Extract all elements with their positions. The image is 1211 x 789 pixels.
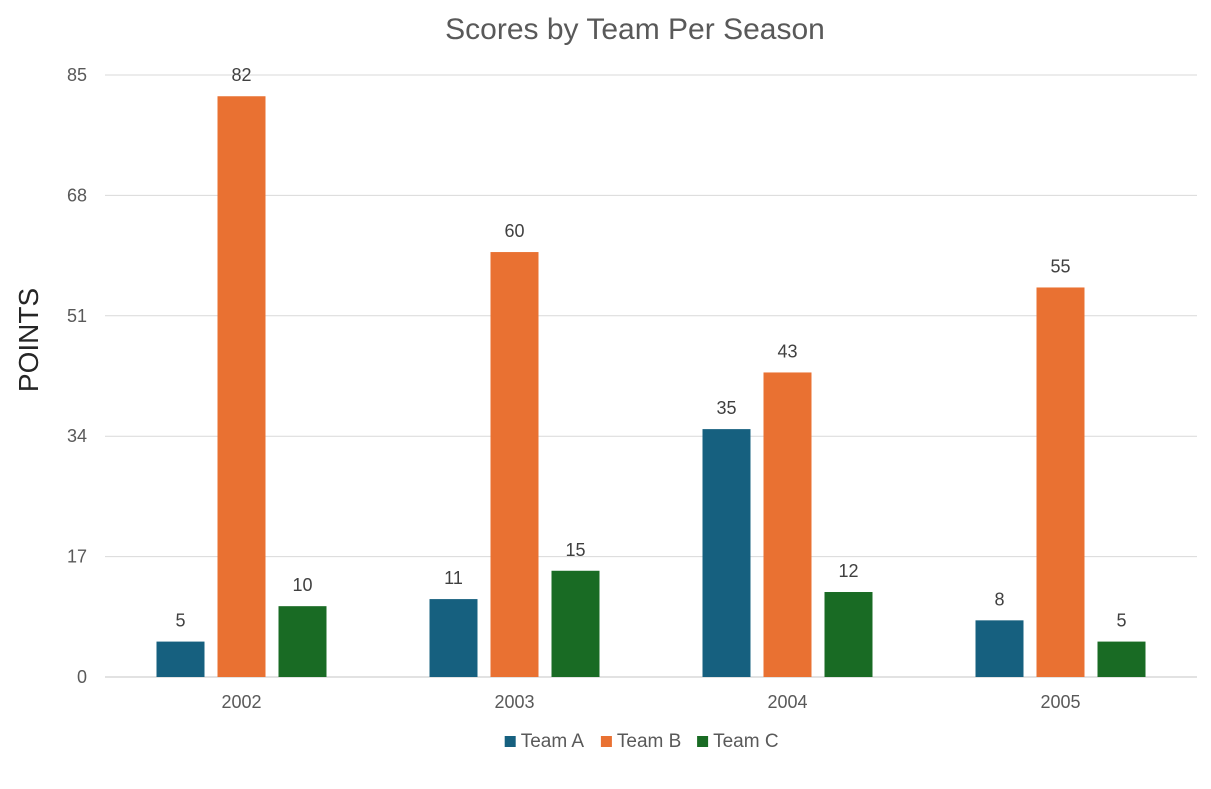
data-label: 5 xyxy=(1116,611,1126,631)
bar-team-b-2003 xyxy=(490,252,539,677)
data-label: 8 xyxy=(994,589,1004,609)
x-tick-label: 2004 xyxy=(767,692,807,712)
bars xyxy=(156,96,1146,677)
x-axis-ticks: 2002 2003 2004 2005 xyxy=(221,692,1080,712)
bar-team-c-2005 xyxy=(1097,641,1146,677)
legend-item-team-c: Team C xyxy=(697,731,779,752)
legend-label: Team C xyxy=(713,731,778,752)
bar-team-c-2004 xyxy=(824,592,873,677)
bar-team-a-2003 xyxy=(429,599,478,677)
y-tick-label: 34 xyxy=(67,426,87,446)
legend: Team A Team B Team C xyxy=(504,731,779,752)
bar-team-b-2002 xyxy=(217,96,266,677)
legend-item-team-b: Team B xyxy=(600,731,681,752)
data-label: 55 xyxy=(1050,256,1070,276)
data-label: 12 xyxy=(838,561,858,581)
data-label: 5 xyxy=(175,611,185,631)
gridlines xyxy=(105,74,1197,678)
data-label: 43 xyxy=(777,341,797,361)
legend-swatch xyxy=(504,736,516,747)
y-tick-label: 51 xyxy=(67,306,87,326)
x-tick-label: 2002 xyxy=(221,692,261,712)
bar-team-c-2003 xyxy=(551,570,600,677)
data-label: 35 xyxy=(716,398,736,418)
y-axis-ticks: 0 17 34 51 68 85 xyxy=(67,65,87,687)
x-tick-label: 2003 xyxy=(494,692,534,712)
data-label: 11 xyxy=(444,568,463,588)
bar-team-b-2005 xyxy=(1036,287,1085,677)
legend-label: Team B xyxy=(617,731,681,752)
x-tick-label: 2005 xyxy=(1040,692,1080,712)
bar-team-a-2005 xyxy=(975,620,1024,677)
bar-team-a-2002 xyxy=(156,641,205,677)
y-axis-title: POINTS xyxy=(13,288,44,392)
data-label: 10 xyxy=(292,575,312,595)
y-tick-label: 0 xyxy=(77,667,87,687)
y-tick-label: 68 xyxy=(67,185,87,205)
bar-team-b-2004 xyxy=(763,372,812,677)
bar-team-a-2004 xyxy=(702,429,751,677)
data-label: 60 xyxy=(504,221,524,241)
y-tick-label: 85 xyxy=(67,65,87,85)
legend-swatch xyxy=(697,736,709,747)
chart-title: Scores by Team Per Season xyxy=(445,13,825,46)
legend-item-team-a: Team A xyxy=(504,731,585,752)
data-label: 15 xyxy=(565,540,585,560)
bar-team-c-2002 xyxy=(278,606,327,677)
legend-swatch xyxy=(600,736,612,747)
y-tick-label: 17 xyxy=(67,547,87,567)
data-label: 82 xyxy=(231,65,251,85)
legend-label: Team A xyxy=(521,731,585,752)
